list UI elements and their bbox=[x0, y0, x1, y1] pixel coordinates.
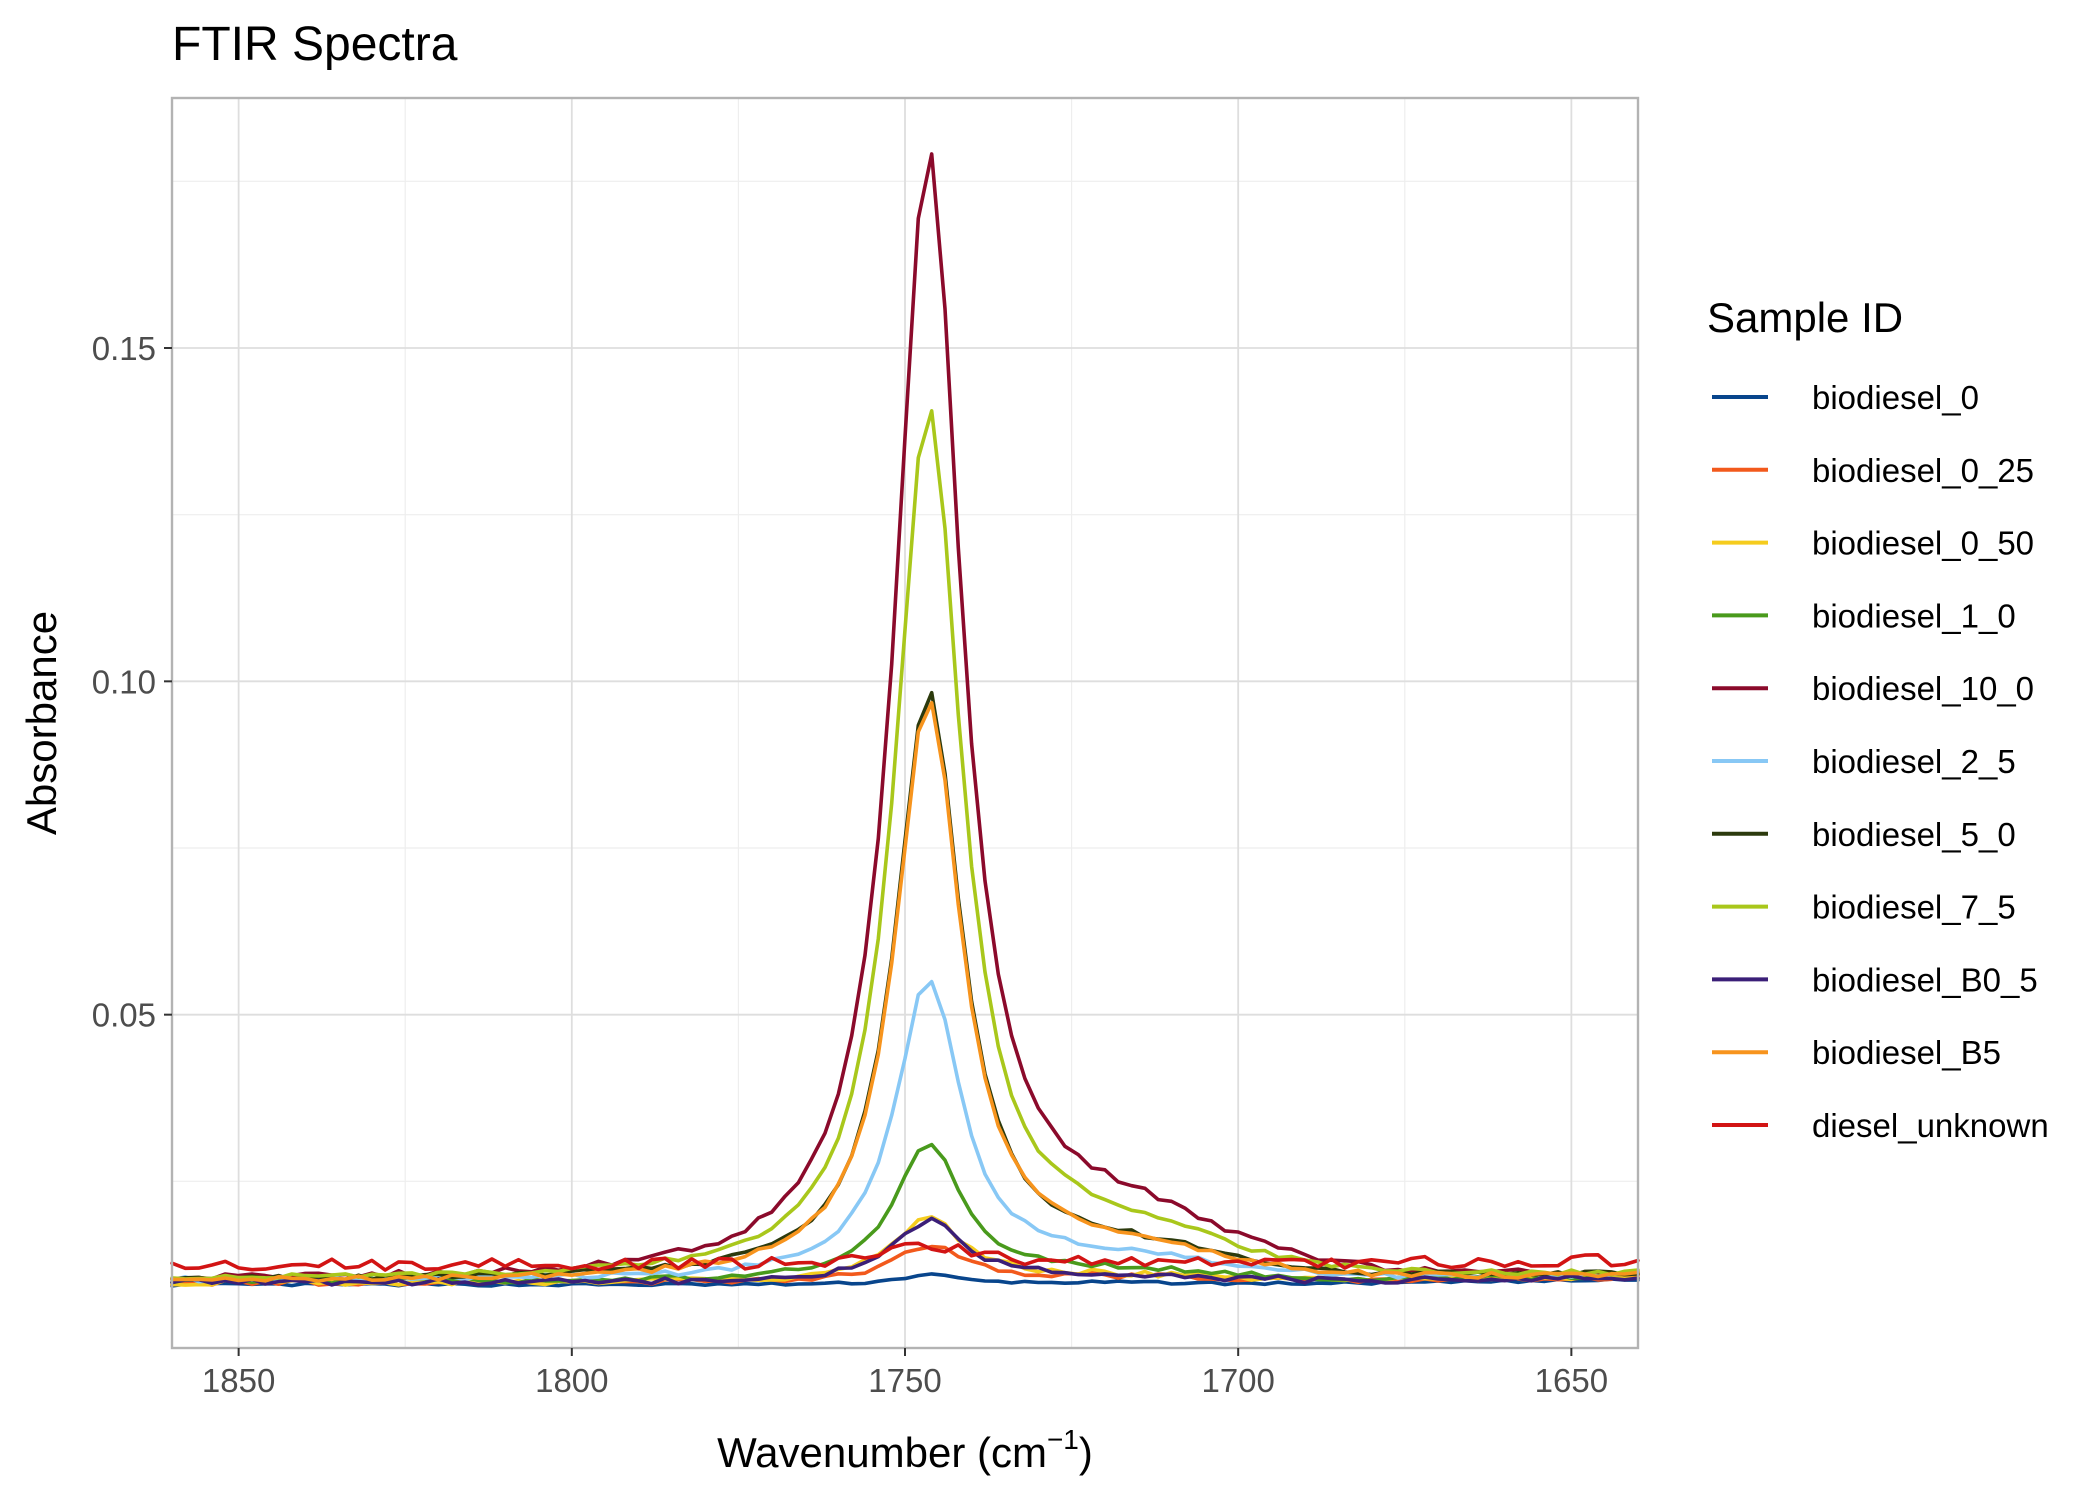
legend-item: biodiesel_2_5 bbox=[1712, 743, 2016, 780]
series-line-diesel_unknown bbox=[170, 1241, 1640, 1272]
legend-title: Sample ID bbox=[1707, 294, 1903, 341]
legend-item: diesel_unknown bbox=[1712, 1107, 2049, 1144]
legend-item: biodiesel_1_0 bbox=[1712, 597, 2016, 634]
legend-label: diesel_unknown bbox=[1812, 1107, 2049, 1144]
legend-item: biodiesel_5_0 bbox=[1712, 816, 2016, 853]
legend-label: biodiesel_0_25 bbox=[1812, 452, 2034, 489]
x-tick-label: 1750 bbox=[868, 1362, 941, 1399]
x-axis-title-main: Wavenumber (cm bbox=[717, 1429, 1047, 1476]
legend-label: biodiesel_1_0 bbox=[1812, 597, 2016, 634]
legend-label: biodiesel_2_5 bbox=[1812, 743, 2016, 780]
legend-item: biodiesel_0 bbox=[1712, 379, 1979, 416]
x-axis: 1850 1800 1750 1700 1650 bbox=[202, 1348, 1608, 1399]
x-axis-title-close: ) bbox=[1079, 1429, 1093, 1476]
x-tick-label: 1650 bbox=[1535, 1362, 1608, 1399]
x-tick-label: 1850 bbox=[202, 1362, 275, 1399]
legend-item: biodiesel_0_50 bbox=[1712, 525, 2034, 562]
chart-title: FTIR Spectra bbox=[172, 18, 458, 71]
legend-item: biodiesel_7_5 bbox=[1712, 889, 2016, 926]
x-tick-label: 1800 bbox=[535, 1362, 608, 1399]
plot-panel bbox=[170, 96, 1640, 1350]
legend: Sample ID biodiesel_0 biodiesel_0_25biodi… bbox=[1707, 294, 2049, 1144]
x-axis-title: Wavenumber (cm−1) bbox=[717, 1424, 1093, 1476]
legend-item: biodiesel_0_25 bbox=[1712, 452, 2034, 489]
series-lines bbox=[170, 152, 1640, 1288]
legend-label: biodiesel_10_0 bbox=[1812, 670, 2034, 707]
y-axis: 0.05 0.10 0.15 bbox=[92, 330, 172, 1034]
y-axis-title: Absorbance bbox=[18, 611, 65, 835]
legend-item: biodiesel_10_0 bbox=[1712, 670, 2034, 707]
legend-label: biodiesel_B5 bbox=[1812, 1034, 2001, 1071]
x-tick-label: 1700 bbox=[1201, 1362, 1274, 1399]
legend-label: biodiesel_B0_5 bbox=[1812, 961, 2038, 998]
y-tick-label: 0.05 bbox=[92, 997, 156, 1034]
legend-item: biodiesel_B0_5 bbox=[1712, 961, 2038, 998]
y-tick-label: 0.10 bbox=[92, 663, 156, 700]
legend-item: biodiesel_B5 bbox=[1712, 1034, 2001, 1071]
x-axis-title-superscript: −1 bbox=[1047, 1424, 1079, 1455]
legend-label: biodiesel_5_0 bbox=[1812, 816, 2016, 853]
y-tick-label: 0.15 bbox=[92, 330, 156, 367]
series-line-biodiesel_B5 bbox=[170, 700, 1640, 1283]
legend-label: biodiesel_7_5 bbox=[1812, 889, 2016, 926]
legend-label: biodiesel_0 bbox=[1812, 379, 1979, 416]
legend-label: biodiesel_0_50 bbox=[1812, 525, 2034, 562]
grid-lines bbox=[172, 98, 1638, 1348]
series-line-biodiesel_B0_5 bbox=[170, 1216, 1640, 1287]
